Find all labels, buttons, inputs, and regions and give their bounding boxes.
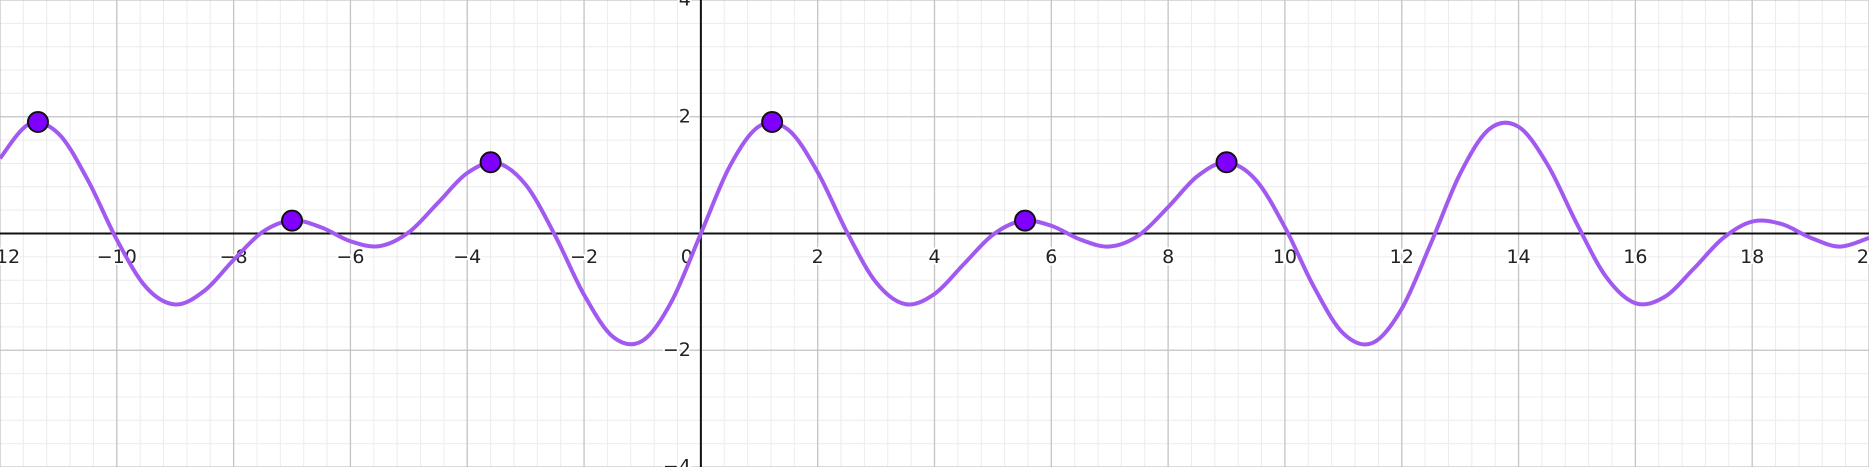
point — [1215, 151, 1238, 174]
x-tick-label: 16 — [1623, 246, 1647, 268]
y-tick-label: −4 — [663, 456, 691, 467]
curve — [0, 120, 1869, 347]
point — [761, 111, 784, 134]
x-tick-label: 6 — [1045, 246, 1057, 268]
x-tick-label: 20 — [1857, 246, 1869, 268]
x-tick-label: 0 — [681, 246, 693, 268]
point — [281, 209, 304, 232]
x-tick-label: −4 — [453, 246, 481, 268]
x-tick-label: 2 — [812, 246, 824, 268]
x-tick-label: −6 — [336, 246, 364, 268]
point — [26, 111, 49, 134]
x-tick-label: −2 — [570, 246, 598, 268]
y-tick-label: 2 — [679, 105, 691, 127]
x-tick-label: 18 — [1740, 246, 1764, 268]
x-tick-label: 8 — [1162, 246, 1174, 268]
x-tick-label: 10 — [1273, 246, 1297, 268]
x-tick-label: 4 — [928, 246, 940, 268]
x-tick-label: 14 — [1506, 246, 1530, 268]
x-tick-label: 12 — [1390, 246, 1414, 268]
x-tick-label: −12 — [0, 246, 20, 268]
point — [479, 151, 502, 174]
y-tick-label: −2 — [663, 339, 691, 361]
point — [1014, 209, 1037, 232]
y-tick-label: 4 — [679, 0, 691, 11]
